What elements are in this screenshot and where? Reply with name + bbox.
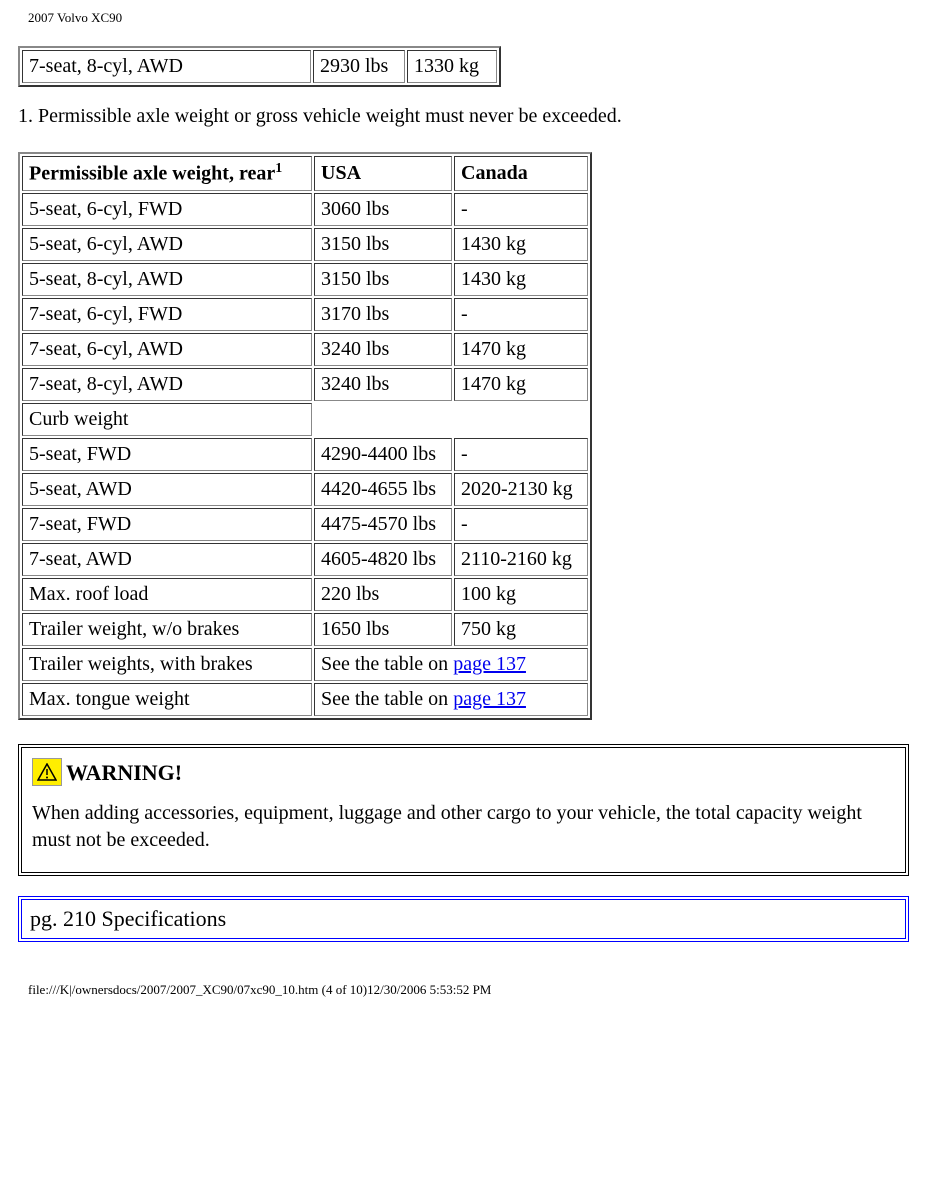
cell-usa: 3170 lbs — [314, 298, 452, 331]
page-link[interactable]: page 137 — [453, 653, 526, 675]
cell-link: See the table on page 137 — [314, 683, 588, 716]
header-label: Permissible axle weight, rear1 — [22, 156, 312, 191]
cell-usa: 220 lbs — [314, 578, 452, 611]
cell-usa: 2930 lbs — [313, 50, 405, 83]
header-superscript: 1 — [275, 161, 282, 176]
table-row: 7-seat, AWD4605-4820 lbs2110-2160 kg — [22, 543, 588, 576]
cell-link: See the table on page 137 — [314, 648, 588, 681]
cell-canada: 100 kg — [454, 578, 588, 611]
page-content: 7-seat, 8-cyl, AWD 2930 lbs 1330 kg 1. P… — [18, 46, 909, 942]
cell-label: Trailer weight, w/o brakes — [22, 613, 312, 646]
table-header-row: Permissible axle weight, rear1 USA Canad… — [22, 156, 588, 191]
table-row-curb-heading: Curb weight — [22, 403, 588, 436]
table-row: 5-seat, 6-cyl, FWD3060 lbs- — [22, 193, 588, 226]
cell-canada: - — [454, 438, 588, 471]
table-row: 5-seat, AWD4420-4655 lbs2020-2130 kg — [22, 473, 588, 506]
header-canada: Canada — [454, 156, 588, 191]
footnote-text: 1. Permissible axle weight or gross vehi… — [18, 105, 909, 128]
cell-canada: 750 kg — [454, 613, 588, 646]
cell-usa: 3060 lbs — [314, 193, 452, 226]
page-link[interactable]: page 137 — [453, 688, 526, 710]
header-usa: USA — [314, 156, 452, 191]
cell-canada: 1470 kg — [454, 333, 588, 366]
link-prefix: See the table on — [321, 688, 453, 710]
cell-label: 5-seat, 8-cyl, AWD — [22, 263, 312, 296]
table-row: 5-seat, 8-cyl, AWD3150 lbs1430 kg — [22, 263, 588, 296]
table-row: Max. roof load220 lbs100 kg — [22, 578, 588, 611]
link-prefix: See the table on — [321, 653, 453, 675]
cell-label: 5-seat, 6-cyl, AWD — [22, 228, 312, 261]
cell-usa: 3240 lbs — [314, 333, 452, 366]
warning-icon — [32, 758, 62, 786]
cell-usa: 3150 lbs — [314, 228, 452, 261]
cell-label: 7-seat, 6-cyl, AWD — [22, 333, 312, 366]
cell-label: 7-seat, 6-cyl, FWD — [22, 298, 312, 331]
cell-label: 5-seat, FWD — [22, 438, 312, 471]
cell-usa: 4605-4820 lbs — [314, 543, 452, 576]
cell-label: 5-seat, AWD — [22, 473, 312, 506]
cell-curb-label: Curb weight — [22, 403, 312, 436]
cell-canada: 1430 kg — [454, 263, 588, 296]
cell-canada: - — [454, 193, 588, 226]
cell-label: Trailer weights, with brakes — [22, 648, 312, 681]
cell-label: Max. tongue weight — [22, 683, 312, 716]
cell-usa: 4420-4655 lbs — [314, 473, 452, 506]
table-row: 7-seat, 6-cyl, FWD3170 lbs- — [22, 298, 588, 331]
table-row: Max. tongue weight See the table on page… — [22, 683, 588, 716]
cell-label: 5-seat, 6-cyl, FWD — [22, 193, 312, 226]
table-row: 7-seat, 8-cyl, AWD 2930 lbs 1330 kg — [22, 50, 497, 83]
cell-usa: 1650 lbs — [314, 613, 452, 646]
cell-canada: 2110-2160 kg — [454, 543, 588, 576]
cell-canada: 2020-2130 kg — [454, 473, 588, 506]
cell-label: 7-seat, 8-cyl, AWD — [22, 368, 312, 401]
table-row: Trailer weight, w/o brakes1650 lbs750 kg — [22, 613, 588, 646]
table-top-fragment: 7-seat, 8-cyl, AWD 2930 lbs 1330 kg — [18, 46, 501, 87]
table-row: 5-seat, FWD4290-4400 lbs- — [22, 438, 588, 471]
cell-canada: 1430 kg — [454, 228, 588, 261]
table-row: 5-seat, 6-cyl, AWD3150 lbs1430 kg — [22, 228, 588, 261]
table-row: 7-seat, 6-cyl, AWD3240 lbs1470 kg — [22, 333, 588, 366]
cell-canada: - — [454, 508, 588, 541]
table-row: Trailer weights, with brakes See the tab… — [22, 648, 588, 681]
table-row: 7-seat, 8-cyl, AWD3240 lbs1470 kg — [22, 368, 588, 401]
table-axle-weight-rear: Permissible axle weight, rear1 USA Canad… — [18, 152, 592, 720]
warning-title: WARNING! — [66, 760, 182, 786]
page-footer: file:///K|/ownersdocs/2007/2007_XC90/07x… — [28, 982, 927, 998]
warning-body-text: When adding accessories, equipment, lugg… — [32, 800, 895, 854]
header-label-text: Permissible axle weight, rear — [29, 163, 275, 185]
spec-page-heading: pg. 210 Specifications — [18, 896, 909, 942]
cell-label: 7-seat, AWD — [22, 543, 312, 576]
warning-box: WARNING! When adding accessories, equipm… — [18, 744, 909, 876]
cell-canada: 1330 kg — [407, 50, 497, 83]
page-header: 2007 Volvo XC90 — [28, 10, 927, 26]
cell-canada: 1470 kg — [454, 368, 588, 401]
cell-usa: 3240 lbs — [314, 368, 452, 401]
warning-header: WARNING! — [32, 758, 895, 786]
cell-label: 7-seat, 8-cyl, AWD — [22, 50, 311, 83]
cell-label: 7-seat, FWD — [22, 508, 312, 541]
table-row: 7-seat, FWD4475-4570 lbs- — [22, 508, 588, 541]
cell-label: Max. roof load — [22, 578, 312, 611]
cell-usa: 3150 lbs — [314, 263, 452, 296]
cell-usa: 4290-4400 lbs — [314, 438, 452, 471]
cell-usa: 4475-4570 lbs — [314, 508, 452, 541]
cell-canada: - — [454, 298, 588, 331]
cell-empty — [314, 403, 588, 436]
